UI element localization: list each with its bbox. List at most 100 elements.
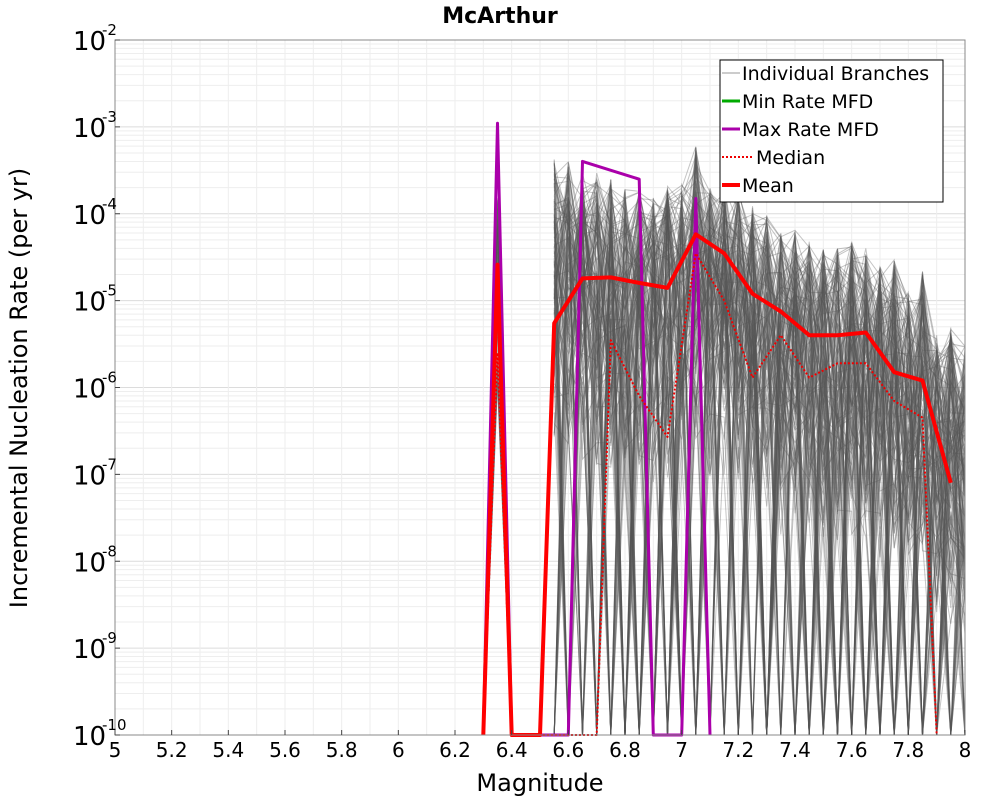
y-tick-base: 10 bbox=[73, 461, 106, 491]
branch-line bbox=[553, 196, 966, 736]
y-axis-label: Incremental Nucleation Rate (per yr) bbox=[5, 168, 33, 608]
branch-line bbox=[553, 211, 966, 736]
branch-line bbox=[553, 195, 966, 736]
x-tick-label: 6.4 bbox=[496, 738, 528, 762]
branch-line bbox=[553, 169, 966, 736]
x-tick-label: 7.2 bbox=[722, 738, 754, 762]
legend-label-branches: Individual Branches bbox=[742, 63, 929, 85]
branch-line bbox=[553, 188, 966, 736]
legend-label-max: Max Rate MFD bbox=[742, 119, 879, 141]
branch-line bbox=[553, 190, 965, 736]
branch-line bbox=[554, 147, 966, 736]
branch-line bbox=[553, 209, 965, 736]
branch-line bbox=[553, 172, 966, 736]
branch-line bbox=[553, 175, 966, 736]
branch-line bbox=[553, 163, 966, 736]
branch-line bbox=[553, 185, 966, 736]
branch-line bbox=[553, 190, 966, 736]
x-tick-label: 5.2 bbox=[156, 738, 188, 762]
branch-line bbox=[553, 146, 966, 736]
branch-line bbox=[554, 154, 966, 736]
y-tick-base: 10 bbox=[73, 114, 106, 144]
branch-line bbox=[553, 160, 966, 736]
branch-line bbox=[553, 195, 966, 736]
x-axis-label: Magnitude bbox=[476, 769, 603, 797]
branch-line bbox=[553, 175, 966, 736]
branch-line bbox=[553, 164, 966, 736]
branch-line bbox=[553, 208, 966, 736]
branch-line bbox=[553, 173, 966, 736]
branch-line bbox=[554, 188, 966, 736]
branch-line bbox=[554, 225, 966, 736]
branch-line bbox=[554, 194, 966, 736]
branch-line bbox=[553, 183, 966, 736]
branch-line bbox=[553, 188, 966, 736]
series-max-rate bbox=[481, 121, 712, 737]
branch-line bbox=[553, 191, 966, 736]
y-tick-exponent: -6 bbox=[102, 369, 117, 387]
branch-line bbox=[553, 157, 966, 736]
x-tick-label: 7.4 bbox=[779, 738, 811, 762]
branch-line bbox=[553, 180, 966, 736]
y-tick-exponent: -5 bbox=[102, 282, 117, 300]
y-tick-exponent: -9 bbox=[102, 629, 117, 647]
branch-line bbox=[553, 155, 966, 534]
branch-line bbox=[553, 189, 966, 736]
y-tick-base: 10 bbox=[73, 635, 106, 665]
branch-line bbox=[553, 199, 966, 736]
branch-line bbox=[553, 223, 966, 736]
branch-line bbox=[553, 193, 966, 736]
y-tick-exponent: -10 bbox=[102, 716, 127, 734]
branch-line bbox=[553, 186, 966, 736]
branch-line bbox=[553, 184, 966, 736]
branch-line bbox=[553, 160, 966, 736]
legend-label-min: Min Rate MFD bbox=[742, 91, 873, 113]
branch-line bbox=[554, 205, 966, 736]
x-tick-label: 5.6 bbox=[269, 738, 301, 762]
branch-line bbox=[553, 147, 966, 736]
branch-line bbox=[554, 202, 966, 736]
branch-line bbox=[553, 190, 966, 736]
branch-line bbox=[553, 192, 966, 736]
branch-line bbox=[553, 201, 966, 736]
x-tick-label: 5.4 bbox=[212, 738, 244, 762]
branch-line bbox=[553, 237, 966, 736]
y-tick-exponent: -4 bbox=[102, 195, 117, 213]
branch-line bbox=[553, 170, 966, 736]
branch-line bbox=[553, 162, 966, 736]
y-tick-exponent: -7 bbox=[102, 455, 117, 473]
legend: Individual Branches Min Rate MFD Max Rat… bbox=[719, 59, 944, 203]
branch-line bbox=[553, 192, 966, 736]
legend-box bbox=[719, 59, 944, 203]
branch-line bbox=[553, 172, 966, 736]
branch-line bbox=[553, 181, 966, 736]
branch-line bbox=[553, 191, 966, 736]
branch-line bbox=[553, 195, 966, 736]
branch-line bbox=[553, 191, 966, 736]
branch-line bbox=[553, 184, 966, 736]
branch-line bbox=[554, 176, 966, 736]
branch-line bbox=[553, 181, 965, 736]
branch-line bbox=[553, 175, 966, 736]
branch-line bbox=[553, 173, 966, 736]
branch-line bbox=[553, 179, 966, 736]
branch-line bbox=[553, 162, 966, 736]
branch-line bbox=[553, 212, 966, 736]
branch-line bbox=[553, 189, 966, 736]
y-tick-base: 10 bbox=[73, 27, 106, 57]
branch-line bbox=[553, 163, 966, 736]
branch-line bbox=[553, 205, 966, 736]
y-tick-exponent: -2 bbox=[102, 21, 117, 39]
branch-line bbox=[553, 182, 966, 736]
branch-line bbox=[553, 157, 966, 736]
branch-line bbox=[553, 154, 966, 736]
branch-line bbox=[553, 189, 966, 736]
chart-title: McArthur bbox=[442, 4, 558, 29]
branch-line bbox=[553, 200, 966, 736]
branch-line bbox=[553, 188, 966, 736]
branch-line bbox=[553, 197, 966, 736]
branch-line bbox=[554, 184, 966, 736]
branch-line bbox=[553, 181, 966, 736]
y-tick-base: 10 bbox=[73, 548, 106, 578]
